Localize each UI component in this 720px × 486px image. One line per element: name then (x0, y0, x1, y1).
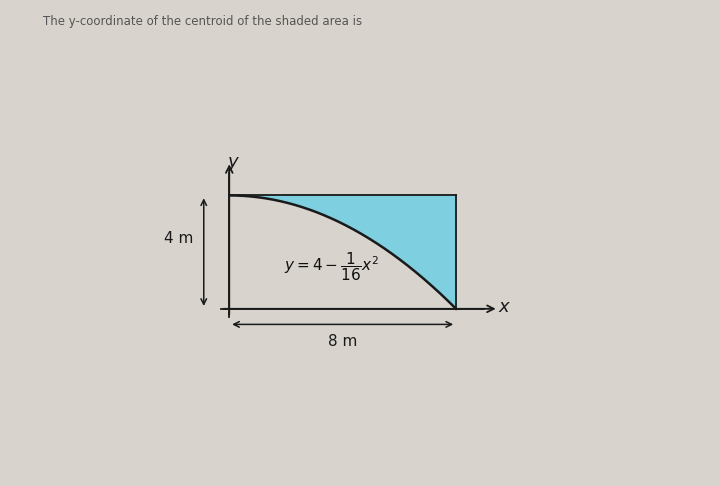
Polygon shape (229, 195, 456, 309)
Text: $y$: $y$ (227, 155, 240, 173)
Text: 4 m: 4 m (163, 231, 193, 246)
Text: $x$: $x$ (498, 298, 511, 316)
Text: 8 m: 8 m (328, 334, 357, 349)
Text: $y = 4 - \dfrac{1}{16}x^2$: $y = 4 - \dfrac{1}{16}x^2$ (284, 250, 379, 283)
Text: The y-coordinate of the centroid of the shaded area is: The y-coordinate of the centroid of the … (43, 15, 362, 28)
